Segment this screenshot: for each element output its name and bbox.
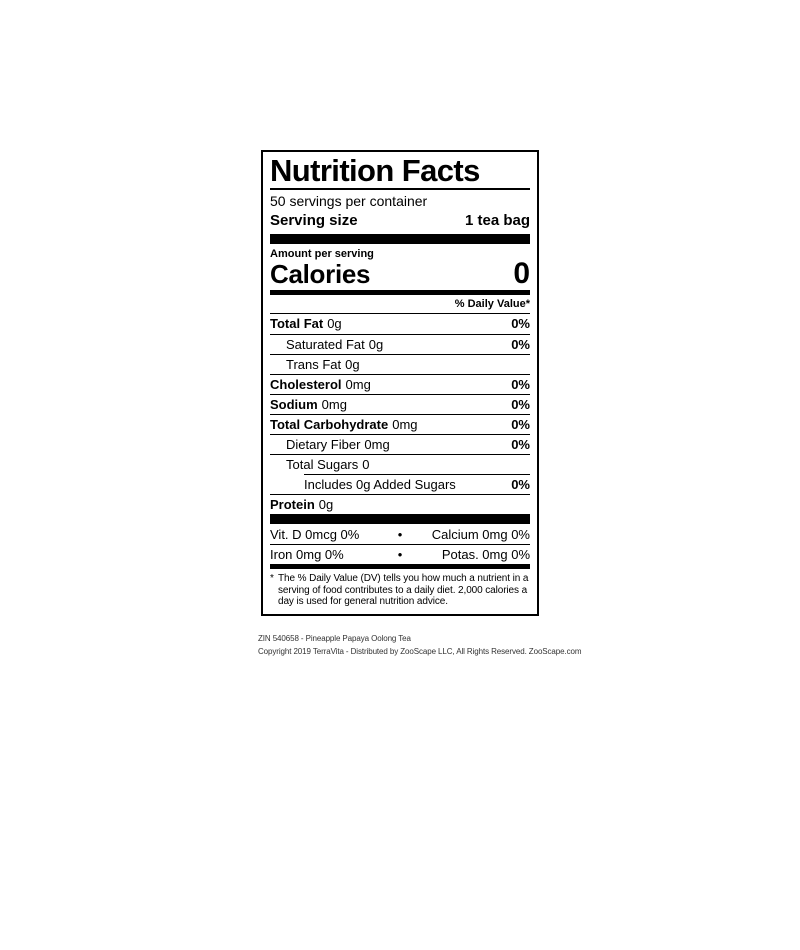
bullet-separator: •	[397, 526, 403, 542]
nutrient-row-trans-fat: Trans Fat 0g	[270, 354, 530, 374]
nutrient-row-saturated-fat: Saturated Fat 0g 0%	[270, 334, 530, 354]
daily-value-footnote: * The % Daily Value (DV) tells you how m…	[270, 569, 530, 614]
nutrient-amount: 0g	[327, 316, 342, 331]
micronutrient-left: Iron 0mg 0%	[270, 547, 344, 562]
calories-value: 0	[513, 257, 530, 290]
nutrient-name: Total Carbohydrate	[270, 416, 389, 432]
nutrient-dv: 0%	[511, 376, 530, 392]
nutrient-dv: 0%	[511, 336, 530, 352]
micronutrient-right: Calcium 0mg 0%	[431, 526, 530, 542]
nutrient-name: Includes 0g Added Sugars	[304, 476, 456, 492]
nutrient-name: Saturated Fat	[286, 336, 365, 352]
nutrition-facts-label: Nutrition Facts 50 servings per containe…	[261, 150, 539, 616]
daily-value-header: % Daily Value*	[270, 295, 530, 314]
serving-size-label: Serving size	[270, 212, 358, 229]
nutrient-dv: 0%	[511, 476, 530, 492]
nutrient-dv: 0%	[511, 396, 530, 412]
nutrient-name: Protein	[270, 496, 315, 512]
nutrient-amount: 0mg	[392, 416, 418, 432]
label-title: Nutrition Facts	[270, 153, 480, 188]
micronutrient-row-iron-potassium: Iron 0mg 0% • Potas. 0mg 0%	[270, 544, 530, 564]
micronutrient-row-vitd-calcium: Vit. D 0mcg 0% • Calcium 0mg 0%	[270, 524, 530, 544]
nutrient-row-total-sugars: Total Sugars 0	[270, 454, 530, 474]
medium-divider-calories	[270, 290, 530, 295]
nutrient-name: Total Fat	[270, 316, 324, 331]
nutrient-name: Dietary Fiber	[286, 436, 361, 452]
nutrient-name: Sodium	[270, 396, 318, 412]
nutrient-row-protein: Protein 0g	[270, 494, 530, 514]
amount-per-serving-label: Amount per serving	[270, 248, 374, 260]
nutrient-row-total-fat: Total Fat 0g 0%	[270, 314, 530, 334]
nutrient-amount: 0mg	[364, 436, 390, 452]
bullet-separator: •	[397, 547, 403, 562]
nutrient-name: Total Sugars	[286, 456, 359, 472]
nutrient-row-dietary-fiber: Dietary Fiber 0mg 0%	[270, 434, 530, 454]
nutrient-amount: 0mg	[321, 396, 347, 412]
nutrient-amount: 0mg	[345, 376, 371, 392]
medium-divider-footnote	[270, 564, 530, 569]
nutrient-row-added-sugars: Includes 0g Added Sugars 0%	[304, 474, 530, 494]
calories-label: Calories	[270, 259, 371, 289]
serving-size-value: 1 tea bag	[464, 212, 530, 229]
nutrient-amount: 0	[362, 456, 370, 472]
nutrient-dv: 0%	[511, 316, 530, 331]
nutrient-dv: 0%	[511, 436, 530, 452]
serving-size-row: Serving size 1 tea bag	[270, 211, 530, 230]
micronutrient-left: Vit. D 0mcg 0%	[270, 526, 360, 542]
nutrient-row-cholesterol: Cholesterol 0mg 0%	[270, 374, 530, 394]
nutrient-amount: 0g	[368, 336, 384, 352]
product-footer: ZIN 540658 - Pineapple Papaya Oolong Tea…	[258, 632, 582, 658]
copyright-line: Copyright 2019 TerraVita - Distributed b…	[258, 646, 582, 656]
footnote-text: The % Daily Value (DV) tells you how muc…	[278, 573, 529, 607]
nutrient-name: Trans Fat	[286, 356, 342, 372]
nutrient-row-total-carbohydrate: Total Carbohydrate 0mg 0%	[270, 414, 530, 434]
nutrient-dv: 0%	[511, 416, 530, 432]
title-divider	[270, 188, 530, 190]
nutrient-row-sodium: Sodium 0mg 0%	[270, 394, 530, 414]
micronutrient-right: Potas. 0mg 0%	[441, 547, 530, 562]
nutrient-name: Cholesterol	[270, 376, 342, 392]
calories-row: Calories 0	[270, 257, 530, 290]
nutrient-amount: 0g	[318, 496, 334, 512]
thick-divider-top	[270, 234, 530, 244]
thick-divider-bottom	[270, 514, 530, 524]
footnote-asterisk: *	[270, 573, 274, 584]
servings-per-container: 50 servings per container	[270, 193, 428, 209]
product-id-line: ZIN 540658 - Pineapple Papaya Oolong Tea	[258, 633, 411, 643]
nutrient-amount: 0g	[345, 356, 360, 372]
